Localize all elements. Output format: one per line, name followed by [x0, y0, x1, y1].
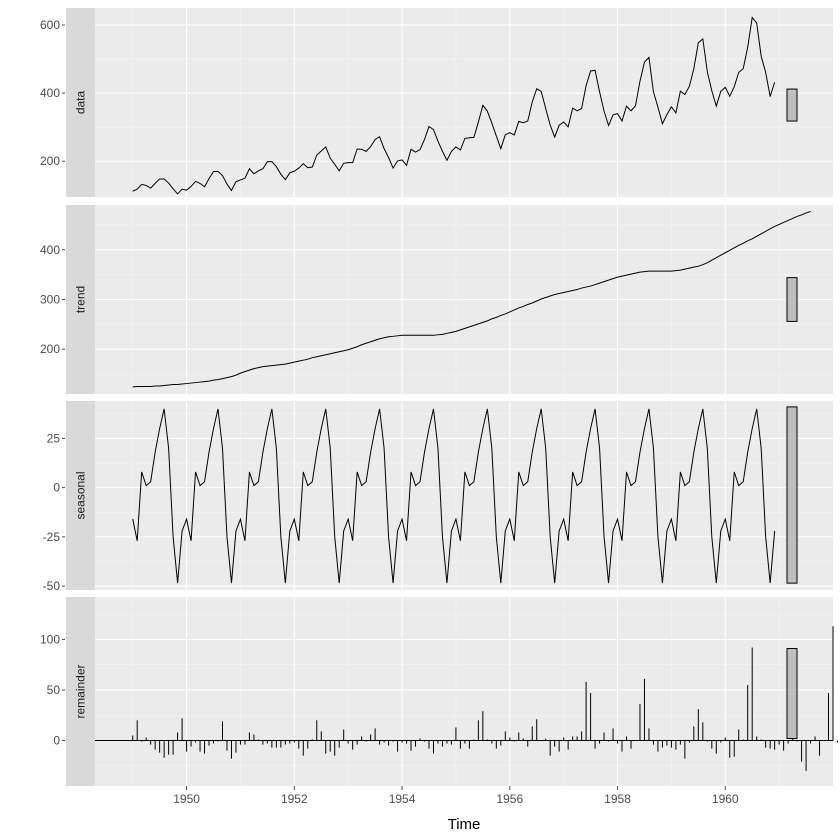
x-tick-label: 1956 [496, 792, 523, 806]
y-tick-label: 600 [40, 18, 60, 32]
strip-seasonal [66, 401, 95, 590]
range-bar-remainder [786, 648, 798, 739]
y-tick-label: 400 [40, 86, 60, 100]
y-tick-label: 0 [53, 481, 60, 495]
y-tick-label: 300 [40, 293, 60, 307]
strip-trend [66, 205, 95, 394]
y-tick-label: 50 [47, 683, 61, 697]
range-bar-data [786, 88, 798, 122]
panel-remainder: remainder 0 50 100 [40, 597, 838, 786]
y-tick-label: -50 [43, 579, 61, 593]
panel-trend: trend 200 300 400 [40, 205, 833, 394]
strip-label-seasonal: seasonal [74, 471, 88, 519]
strip-label-trend: trend [74, 286, 88, 313]
y-tick-label: 200 [40, 154, 60, 168]
range-bar-trend [786, 277, 798, 322]
panel-background [95, 597, 833, 786]
panel-seasonal: seasonal -50 -25 0 25 [43, 401, 833, 593]
strip-remainder [66, 597, 95, 786]
x-tick-label: 1954 [389, 792, 416, 806]
y-tick-label: 200 [40, 342, 60, 356]
panel-background [95, 8, 833, 197]
x-axis-title: Time [448, 816, 481, 833]
y-tick-label: 400 [40, 243, 60, 257]
y-tick-label: 0 [53, 734, 60, 748]
range-bar-seasonal [786, 406, 798, 584]
panel-data: data 200 400 600 [40, 8, 833, 197]
x-tick-label: 1952 [281, 792, 308, 806]
y-tick-label: -25 [43, 530, 61, 544]
y-tick-label: 25 [47, 431, 61, 445]
series-line-data [132, 16, 776, 195]
strip-label-remainder: remainder [74, 664, 88, 718]
y-tick-label: 100 [40, 632, 60, 646]
x-tick-label: 1958 [604, 792, 631, 806]
x-tick-label: 1950 [173, 792, 200, 806]
x-tick-label: 1960 [712, 792, 739, 806]
strip-label-data: data [74, 90, 88, 114]
series-line-trend [132, 210, 811, 388]
strip-data [66, 8, 95, 197]
series-line-seasonal [132, 408, 776, 584]
